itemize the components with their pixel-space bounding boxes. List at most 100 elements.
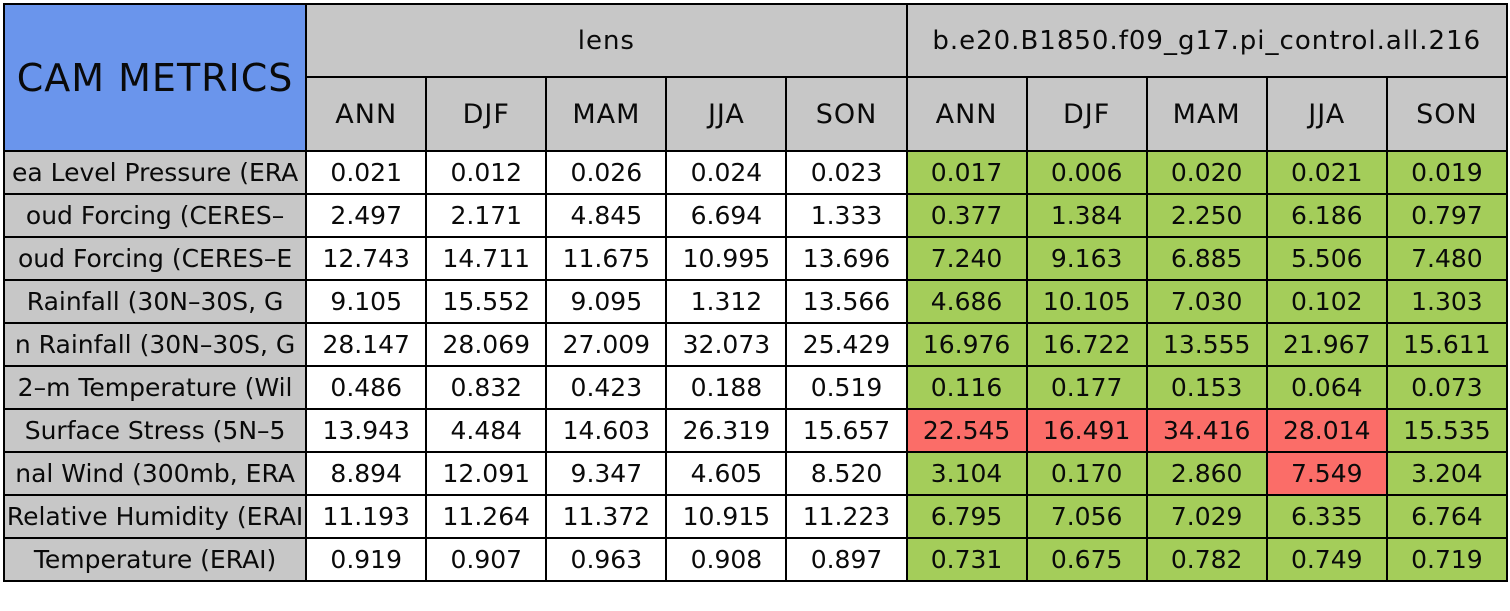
control-value-cell: 0.116 xyxy=(905,365,1028,410)
season-header-lens-jja: JJA xyxy=(665,76,788,152)
lens-value-cell: 1.312 xyxy=(665,279,788,324)
lens-value-cell: 27.009 xyxy=(545,322,668,367)
season-header-control-jja: JJA xyxy=(1265,76,1388,152)
control-value-cell: 15.611 xyxy=(1385,322,1509,367)
lens-value-cell: 1.333 xyxy=(785,193,908,238)
lens-value-cell: 11.264 xyxy=(425,494,548,539)
control-value-cell: 2.860 xyxy=(1145,451,1268,496)
table-row: oud Forcing (CERES– 2.497 2.171 4.845 6.694 1… xyxy=(2,193,1509,238)
control-value-cell: 0.021 xyxy=(1265,150,1388,195)
control-value-cell: 6.335 xyxy=(1265,494,1388,539)
lens-value-cell: 0.023 xyxy=(785,150,908,195)
metric-label: oud Forcing (CERES– xyxy=(2,193,308,238)
control-value-cell: 7.549 xyxy=(1265,451,1388,496)
table-row: Relative Humidity (ERAI 11.193 11.264 11.37… xyxy=(2,494,1509,539)
cam-metrics-title-cell: CAM METRICS xyxy=(2,3,308,152)
control-value-cell: 15.535 xyxy=(1385,408,1509,453)
control-value-cell: 9.163 xyxy=(1025,236,1148,281)
lens-value-cell: 32.073 xyxy=(665,322,788,367)
season-header-lens-djf: DJF xyxy=(425,76,548,152)
lens-value-cell: 0.919 xyxy=(305,537,428,582)
season-header-control-mam: MAM xyxy=(1145,76,1268,152)
control-value-cell: 6.764 xyxy=(1385,494,1509,539)
lens-value-cell: 10.995 xyxy=(665,236,788,281)
lens-value-cell: 2.497 xyxy=(305,193,428,238)
control-value-cell: 22.545 xyxy=(905,408,1028,453)
control-value-cell: 0.073 xyxy=(1385,365,1509,410)
control-value-cell: 0.719 xyxy=(1385,537,1509,582)
control-value-cell: 0.749 xyxy=(1265,537,1388,582)
season-header-lens-son: SON xyxy=(785,76,908,152)
season-header-row: ANN DJF MAM JJA SON ANN DJF MAM JJA SON xyxy=(4,76,1509,152)
table-row: n Rainfall (30N–30S, G 28.147 28.069 27.009… xyxy=(2,322,1509,367)
control-value-cell: 6.795 xyxy=(905,494,1028,539)
control-value-cell: 1.384 xyxy=(1025,193,1148,238)
lens-value-cell: 0.486 xyxy=(305,365,428,410)
table-row: nal Wind (300mb, ERA 8.894 12.091 9.347 4.60… xyxy=(2,451,1509,496)
control-value-cell: 28.014 xyxy=(1265,408,1388,453)
lens-value-cell: 0.897 xyxy=(785,537,908,582)
lens-value-cell: 0.012 xyxy=(425,150,548,195)
lens-value-cell: 11.372 xyxy=(545,494,668,539)
control-value-cell: 0.102 xyxy=(1265,279,1388,324)
lens-value-cell: 0.024 xyxy=(665,150,788,195)
season-header-lens-ann: ANN xyxy=(305,76,428,152)
lens-value-cell: 11.193 xyxy=(305,494,428,539)
control-value-cell: 7.480 xyxy=(1385,236,1509,281)
lens-value-cell: 0.423 xyxy=(545,365,668,410)
metric-label: Relative Humidity (ERAI xyxy=(2,494,308,539)
table-row: Rainfall (30N–30S, G 9.105 15.552 9.095 1.31… xyxy=(2,279,1509,324)
control-value-cell: 0.782 xyxy=(1145,537,1268,582)
control-value-cell: 0.019 xyxy=(1385,150,1509,195)
control-value-cell: 6.885 xyxy=(1145,236,1268,281)
control-value-cell: 10.105 xyxy=(1025,279,1148,324)
lens-value-cell: 2.171 xyxy=(425,193,548,238)
metric-label: ea Level Pressure (ERA xyxy=(2,150,308,195)
lens-value-cell: 0.963 xyxy=(545,537,668,582)
lens-value-cell: 12.743 xyxy=(305,236,428,281)
lens-value-cell: 15.657 xyxy=(785,408,908,453)
table-body: ea Level Pressure (ERA 0.021 0.012 0.026 0.0… xyxy=(2,150,1509,582)
season-header-control-ann: ANN xyxy=(905,76,1028,152)
page-title: CAM METRICS xyxy=(16,55,294,100)
control-value-cell: 16.976 xyxy=(905,322,1028,367)
control-value-cell: 3.104 xyxy=(905,451,1028,496)
control-value-cell: 0.020 xyxy=(1145,150,1268,195)
control-value-cell: 5.506 xyxy=(1265,236,1388,281)
control-value-cell: 0.153 xyxy=(1145,365,1268,410)
group-header-control: b.e20.B1850.f09_g17.pi_control.all.216 xyxy=(905,3,1509,78)
lens-value-cell: 0.026 xyxy=(545,150,668,195)
control-value-cell: 34.416 xyxy=(1145,408,1268,453)
lens-value-cell: 13.566 xyxy=(785,279,908,324)
lens-value-cell: 14.603 xyxy=(545,408,668,453)
group-header-lens: lens xyxy=(305,3,908,78)
control-value-cell: 0.377 xyxy=(905,193,1028,238)
control-value-cell: 2.250 xyxy=(1145,193,1268,238)
table-row: ea Level Pressure (ERA 0.021 0.012 0.026 0.0… xyxy=(2,150,1509,195)
lens-value-cell: 4.605 xyxy=(665,451,788,496)
season-header-control-djf: DJF xyxy=(1025,76,1148,152)
control-value-cell: 4.686 xyxy=(905,279,1028,324)
control-value-cell: 7.240 xyxy=(905,236,1028,281)
season-header-lens-mam: MAM xyxy=(545,76,668,152)
control-value-cell: 21.967 xyxy=(1265,322,1388,367)
control-value-cell: 0.064 xyxy=(1265,365,1388,410)
table-row: Temperature (ERAI) 0.919 0.907 0.963 0.908 0.… xyxy=(2,537,1509,582)
metric-label: Surface Stress (5N–5 xyxy=(2,408,308,453)
lens-value-cell: 0.907 xyxy=(425,537,548,582)
metric-label: oud Forcing (CERES–E xyxy=(2,236,308,281)
metrics-table: CAM METRICS lens b.e20.B1850.f09_g17.pi_… xyxy=(2,3,1509,582)
lens-value-cell: 28.069 xyxy=(425,322,548,367)
lens-value-cell: 0.021 xyxy=(305,150,428,195)
lens-value-cell: 10.915 xyxy=(665,494,788,539)
control-value-cell: 0.675 xyxy=(1025,537,1148,582)
lens-value-cell: 8.520 xyxy=(785,451,908,496)
lens-value-cell: 13.943 xyxy=(305,408,428,453)
metric-label: Temperature (ERAI) xyxy=(2,537,308,582)
lens-value-cell: 26.319 xyxy=(665,408,788,453)
control-value-cell: 3.204 xyxy=(1385,451,1509,496)
lens-value-cell: 9.347 xyxy=(545,451,668,496)
control-value-cell: 13.555 xyxy=(1145,322,1268,367)
metric-label: nal Wind (300mb, ERA xyxy=(2,451,308,496)
lens-value-cell: 28.147 xyxy=(305,322,428,367)
